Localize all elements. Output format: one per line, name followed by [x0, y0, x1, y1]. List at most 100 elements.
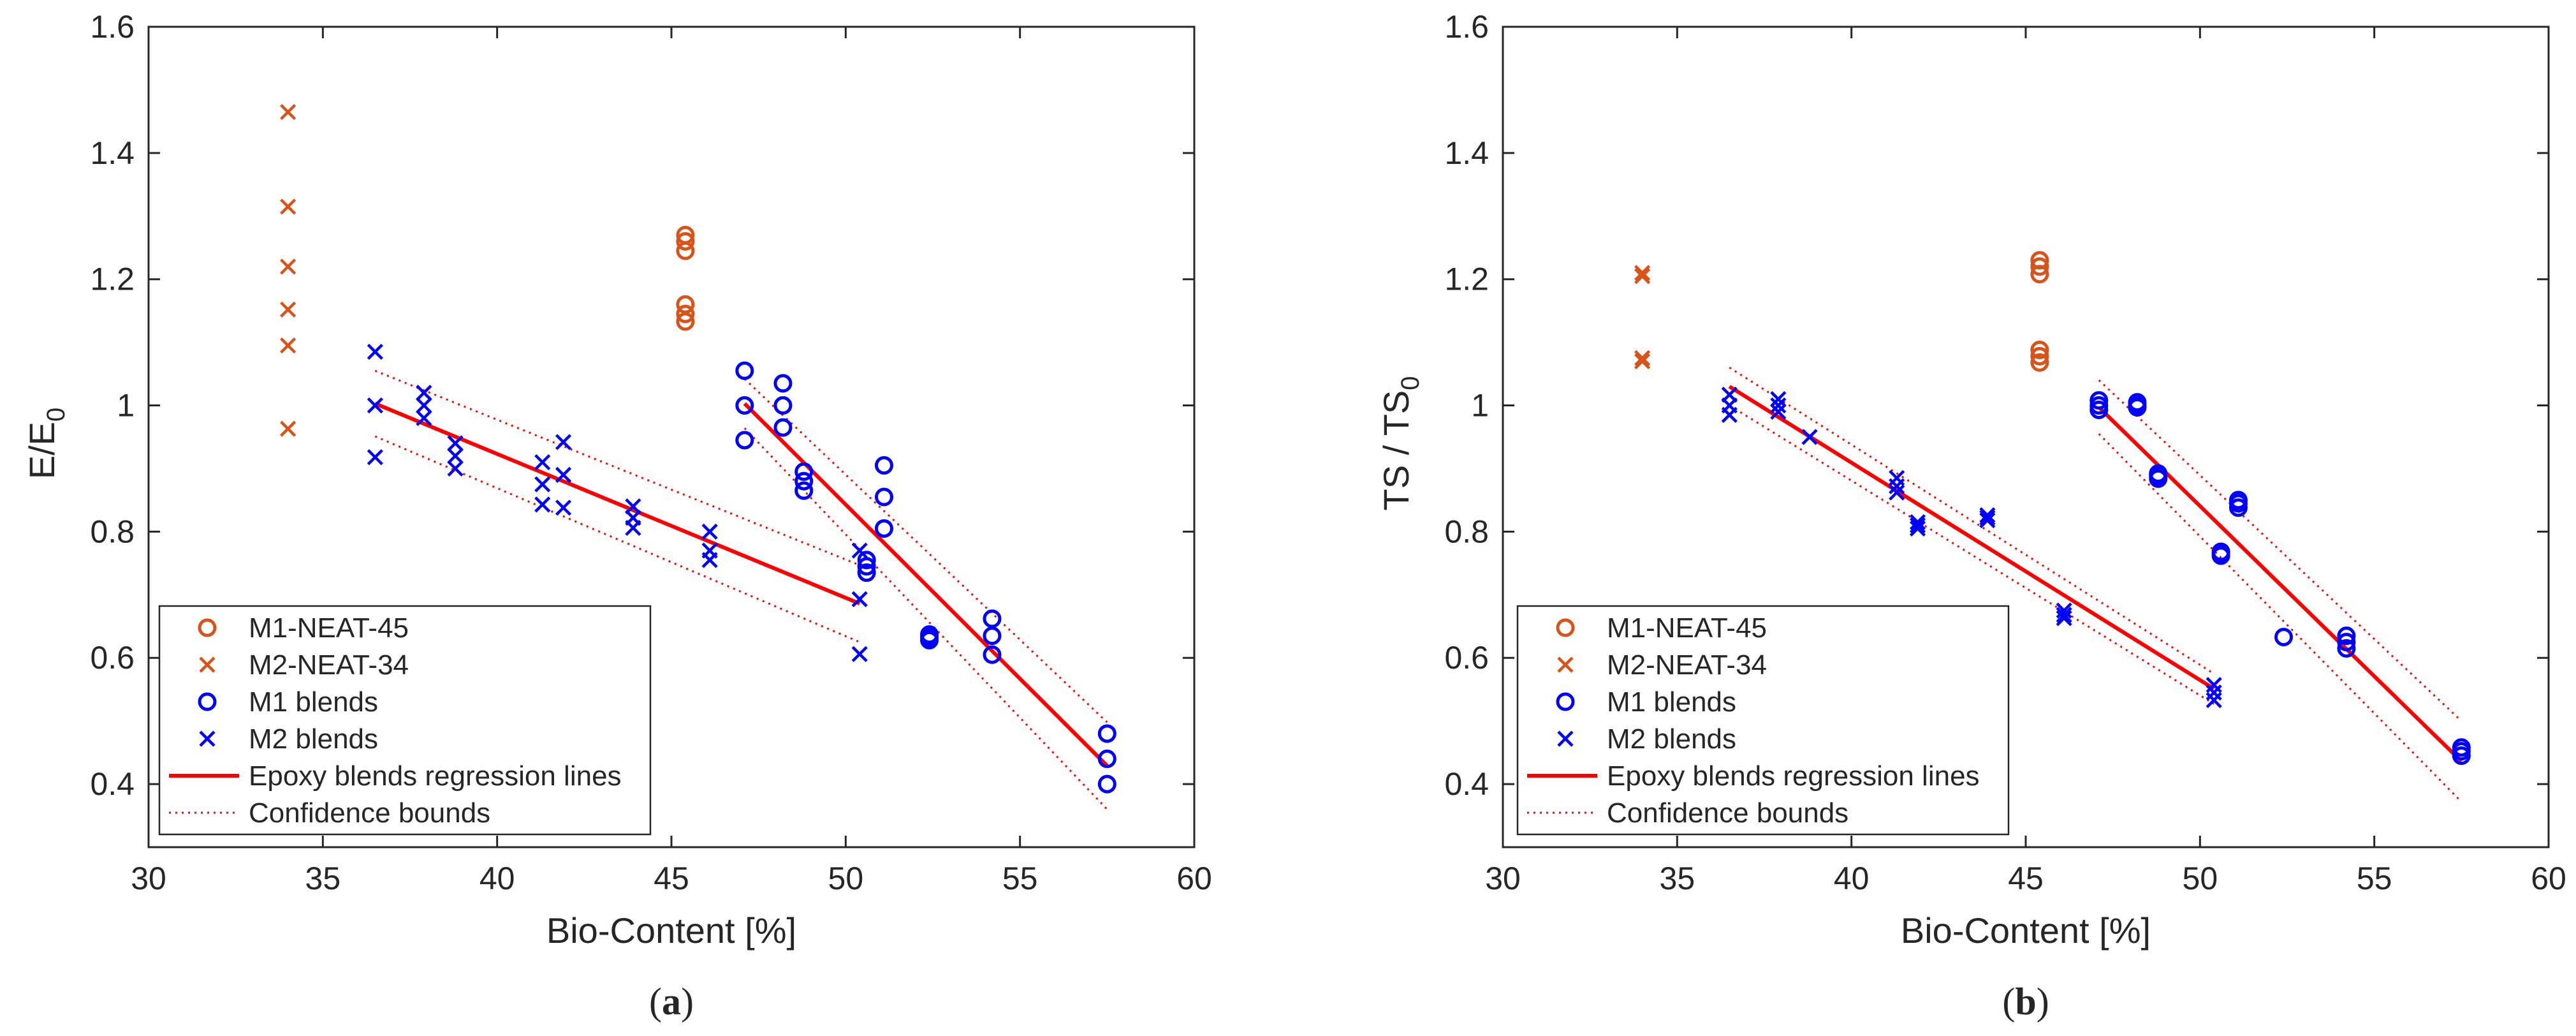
y-tick-label: 0.8: [1444, 514, 1489, 549]
legend: M1-NEAT-45 M2-NEAT-34 M1 blends M2 blends Ep…: [158, 605, 652, 836]
data-point-cross: [1770, 397, 1787, 414]
data-point-cross: [416, 385, 432, 401]
y-tick-label: 1.4: [90, 135, 135, 171]
data-point-cross: [851, 591, 868, 607]
regression-line: [2097, 406, 2463, 763]
panel-b: 30 35 40 45 50 55 60 0.4 0.6 0.8 1 1.2 1.4 1.6 Bio-Con…: [1376, 9, 2566, 1023]
data-point-cross: [1801, 429, 1818, 445]
data-point-cross: [447, 460, 464, 477]
x-tick-label: 45: [654, 861, 689, 896]
data-point-circle: [794, 462, 814, 481]
data-point-cross: [555, 434, 572, 450]
series-m2-neat-34: [1634, 265, 1651, 369]
data-point-cross: [280, 420, 296, 437]
data-point-cross: [1634, 265, 1651, 281]
x-tick-label: 55: [2357, 861, 2392, 896]
data-point-circle: [735, 361, 754, 380]
x-tick-label: 40: [479, 861, 515, 896]
x-tick-label: 35: [305, 861, 341, 896]
data-point-circle: [676, 241, 695, 260]
data-point-cross: [1770, 391, 1787, 408]
data-point-cross: [2056, 610, 2072, 626]
y-tick-label: 1.2: [1444, 262, 1489, 297]
data-point-cross: [1979, 510, 1996, 526]
data-point-cross: [1979, 512, 1996, 529]
data-point-circle: [2337, 639, 2356, 658]
y-tick-label: 1.6: [90, 9, 135, 45]
data-point-circle: [857, 551, 876, 570]
panel-label: (b): [2002, 981, 2049, 1023]
data-point-cross: [280, 198, 296, 215]
legend-label: M1-NEAT-45: [1607, 612, 1767, 644]
legend-marker-cross: [1557, 656, 1574, 673]
data-point-circle: [2211, 546, 2230, 565]
x-tick-label: 30: [131, 861, 166, 896]
data-point-cross: [416, 410, 432, 426]
data-point-cross: [1721, 406, 1738, 423]
y-tick-label: 1.6: [1444, 9, 1489, 45]
legend-marker-cross: [199, 656, 216, 673]
x-tick-label: 30: [1485, 861, 1521, 896]
data-point-circle: [874, 456, 893, 475]
data-point-circle: [874, 487, 893, 507]
y-axis-label: E/E0: [22, 408, 70, 480]
data-point-cross: [367, 343, 383, 360]
data-point-circle: [773, 418, 793, 437]
data-point-circle: [2030, 346, 2049, 366]
data-point-cross: [1909, 520, 1926, 537]
data-point-circle: [874, 519, 893, 538]
data-point-cross: [534, 454, 551, 471]
confidence-bound-lower: [374, 435, 860, 643]
series-m2-neat-34: [280, 103, 296, 437]
data-point-cross: [280, 258, 296, 275]
data-point-circle: [2149, 469, 2168, 488]
legend-box: [1516, 605, 2010, 836]
legend-label: M2-NEAT-34: [1607, 649, 1767, 681]
legend-marker-cross: [1557, 730, 1574, 747]
x-tick-label: 60: [1176, 861, 1212, 896]
data-point-circle: [2030, 265, 2049, 284]
data-point-cross: [851, 646, 868, 662]
series-m1-blends: [2089, 391, 2471, 766]
data-point-cross: [447, 448, 464, 464]
legend-label: M1 blends: [249, 686, 378, 718]
data-point-cross: [447, 435, 464, 452]
legend-label: Epoxy blends regression lines: [1607, 760, 1980, 792]
data-point-cross: [280, 337, 296, 354]
y-tick-label: 0.6: [90, 640, 135, 676]
legend-label: Confidence bounds: [1607, 797, 1848, 829]
series-m2-blends: [1721, 387, 2222, 709]
y-axis-label: TS / TS0: [1376, 376, 1424, 510]
legend-box: [158, 605, 652, 836]
data-point-cross: [1909, 514, 1926, 531]
data-point-circle: [794, 481, 814, 500]
data-point-circle: [2274, 628, 2294, 647]
y-tick-label: 1.2: [90, 262, 135, 297]
data-point-circle: [676, 295, 695, 314]
data-point-cross: [1979, 507, 1996, 524]
legend-marker-circle: [198, 692, 217, 711]
data-point-circle: [857, 557, 876, 576]
y-tick-label: 0.6: [1444, 640, 1489, 676]
data-point-circle: [676, 232, 695, 251]
data-point-cross: [1889, 484, 1905, 501]
x-tick-label: 50: [2183, 861, 2218, 896]
x-tick-label: 45: [2008, 861, 2044, 896]
y-tick-label: 1: [1471, 388, 1489, 424]
data-point-circle: [1097, 750, 1116, 769]
data-point-cross: [625, 519, 641, 536]
data-point-circle: [2452, 746, 2471, 766]
data-point-cross: [701, 523, 718, 540]
data-point-circle: [2030, 353, 2049, 372]
confidence-bound-lower: [743, 427, 1108, 810]
data-point-circle: [773, 374, 793, 393]
legend-marker-circle: [1556, 618, 1575, 637]
data-point-cross: [367, 449, 383, 466]
data-point-cross: [534, 496, 551, 513]
x-axis-label: Bio-Content [%]: [546, 910, 796, 951]
series-m1-blends: [735, 361, 1116, 794]
data-point-cross: [534, 476, 551, 492]
data-point-cross: [851, 542, 868, 559]
data-point-cross: [367, 397, 383, 414]
data-point-cross: [1634, 350, 1651, 366]
